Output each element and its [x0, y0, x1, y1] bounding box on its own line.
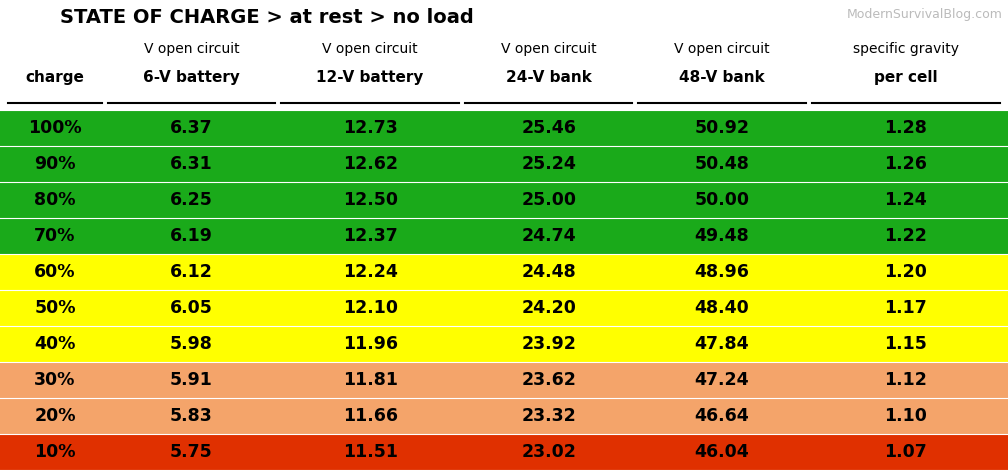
- Text: 1.17: 1.17: [884, 299, 927, 317]
- Text: 50.48: 50.48: [695, 155, 749, 173]
- Text: 50.92: 50.92: [695, 119, 750, 137]
- Text: 10%: 10%: [34, 443, 76, 461]
- Text: 24-V bank: 24-V bank: [506, 70, 592, 85]
- Text: 48.40: 48.40: [695, 299, 749, 317]
- Text: 24.48: 24.48: [521, 263, 576, 281]
- Text: 12.37: 12.37: [343, 227, 397, 245]
- Text: per cell: per cell: [874, 70, 937, 85]
- Bar: [0, 182, 1008, 218]
- Text: V open circuit: V open circuit: [323, 42, 418, 56]
- Text: 1.20: 1.20: [884, 263, 927, 281]
- Text: 5.83: 5.83: [170, 407, 213, 425]
- Bar: [0, 398, 1008, 434]
- Text: 6-V battery: 6-V battery: [143, 70, 240, 85]
- Text: 12.10: 12.10: [343, 299, 397, 317]
- Text: STATE OF CHARGE > at rest > no load: STATE OF CHARGE > at rest > no load: [60, 8, 474, 27]
- Bar: [0, 362, 1008, 398]
- Text: 6.12: 6.12: [170, 263, 213, 281]
- Text: 12.62: 12.62: [343, 155, 397, 173]
- Bar: [0, 146, 1008, 182]
- Text: 100%: 100%: [28, 119, 82, 137]
- Bar: [0, 326, 1008, 362]
- Text: 1.24: 1.24: [884, 191, 927, 209]
- Text: 1.26: 1.26: [884, 155, 927, 173]
- Bar: [0, 110, 1008, 146]
- Text: 12.24: 12.24: [343, 263, 397, 281]
- Bar: [0, 254, 1008, 290]
- Text: 12.50: 12.50: [343, 191, 397, 209]
- Text: 48-V bank: 48-V bank: [679, 70, 765, 85]
- Text: 6.37: 6.37: [170, 119, 213, 137]
- Text: 25.24: 25.24: [521, 155, 577, 173]
- Bar: [0, 434, 1008, 470]
- Text: V open circuit: V open circuit: [501, 42, 597, 56]
- Text: 11.81: 11.81: [343, 371, 397, 389]
- Text: 23.32: 23.32: [521, 407, 576, 425]
- Text: 24.74: 24.74: [521, 227, 576, 245]
- Text: 70%: 70%: [34, 227, 76, 245]
- Text: 6.05: 6.05: [170, 299, 213, 317]
- Text: V open circuit: V open circuit: [144, 42, 239, 56]
- Text: specific gravity: specific gravity: [853, 42, 959, 56]
- Text: 11.96: 11.96: [343, 335, 397, 353]
- Text: 60%: 60%: [34, 263, 76, 281]
- Text: 12-V battery: 12-V battery: [317, 70, 423, 85]
- Text: 23.62: 23.62: [521, 371, 577, 389]
- Text: 5.98: 5.98: [170, 335, 213, 353]
- Text: 48.96: 48.96: [695, 263, 749, 281]
- Text: 5.75: 5.75: [170, 443, 213, 461]
- Text: 90%: 90%: [34, 155, 76, 173]
- Text: 5.91: 5.91: [170, 371, 213, 389]
- Text: 11.51: 11.51: [343, 443, 397, 461]
- Text: 25.46: 25.46: [521, 119, 577, 137]
- Text: 1.28: 1.28: [884, 119, 927, 137]
- Text: 6.25: 6.25: [170, 191, 213, 209]
- Text: ModernSurvivalBlog.com: ModernSurvivalBlog.com: [847, 8, 1003, 21]
- Text: 12.73: 12.73: [343, 119, 397, 137]
- Text: 23.02: 23.02: [521, 443, 577, 461]
- Text: 46.64: 46.64: [695, 407, 749, 425]
- Text: 6.31: 6.31: [170, 155, 213, 173]
- Text: 20%: 20%: [34, 407, 76, 425]
- Text: 11.66: 11.66: [343, 407, 397, 425]
- Text: 50%: 50%: [34, 299, 76, 317]
- Text: 1.10: 1.10: [884, 407, 927, 425]
- Bar: [0, 218, 1008, 254]
- Text: 47.84: 47.84: [695, 335, 749, 353]
- Text: V open circuit: V open circuit: [674, 42, 770, 56]
- Text: 46.04: 46.04: [695, 443, 749, 461]
- Text: 50.00: 50.00: [695, 191, 750, 209]
- Text: charge: charge: [25, 70, 85, 85]
- Text: 25.00: 25.00: [521, 191, 577, 209]
- Text: 47.24: 47.24: [695, 371, 749, 389]
- Text: 24.20: 24.20: [521, 299, 577, 317]
- Text: 80%: 80%: [34, 191, 76, 209]
- Text: 30%: 30%: [34, 371, 76, 389]
- Text: 23.92: 23.92: [521, 335, 577, 353]
- Text: 1.22: 1.22: [884, 227, 927, 245]
- Text: 40%: 40%: [34, 335, 76, 353]
- Bar: [0, 290, 1008, 326]
- Text: 1.07: 1.07: [884, 443, 927, 461]
- Text: 1.12: 1.12: [884, 371, 927, 389]
- Text: 1.15: 1.15: [884, 335, 927, 353]
- Text: 6.19: 6.19: [170, 227, 213, 245]
- Text: 49.48: 49.48: [695, 227, 749, 245]
